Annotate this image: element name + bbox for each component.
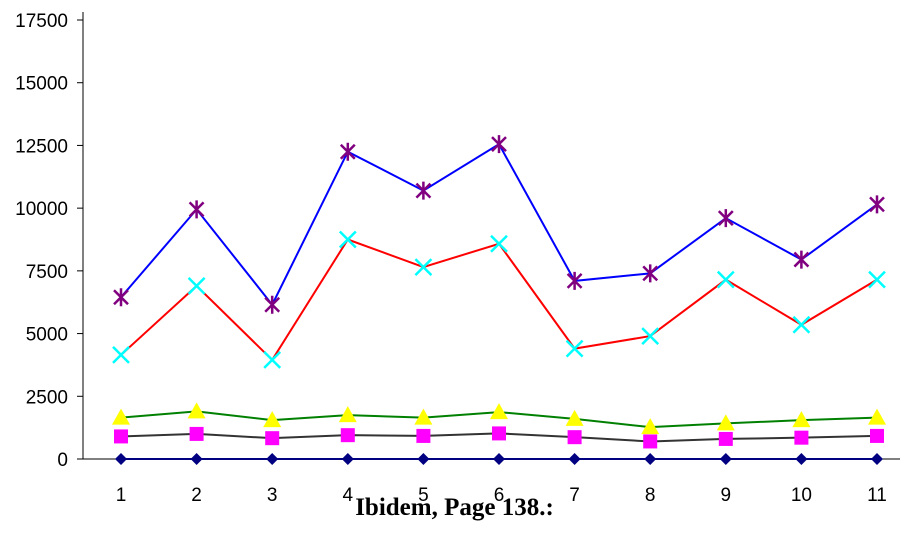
- data-point-x: [490, 234, 508, 253]
- x-tick-label: 3: [267, 485, 278, 506]
- data-point-x: [565, 339, 584, 358]
- data-point-triangle: [565, 409, 584, 426]
- data-point-diamond: [266, 453, 279, 465]
- data-point-square: [794, 430, 809, 445]
- data-point-asterisk: [264, 295, 281, 314]
- data-point-x: [338, 230, 357, 249]
- data-point-x: [641, 327, 660, 345]
- data-point-diamond: [493, 453, 505, 465]
- data-point-x: [716, 270, 735, 289]
- data-point-square: [492, 426, 506, 441]
- data-point-asterisk: [566, 271, 583, 290]
- data-point-square: [340, 428, 355, 443]
- data-point-square: [718, 431, 733, 446]
- data-point-diamond: [190, 453, 203, 465]
- data-point-triangle: [868, 408, 886, 425]
- data-point-diamond: [871, 453, 883, 465]
- data-point-diamond: [795, 453, 808, 465]
- x-tick-label: 9: [721, 485, 732, 506]
- data-point-diamond: [644, 453, 657, 465]
- data-point-square: [416, 428, 431, 443]
- x-tick-label: 11: [867, 485, 887, 506]
- data-point-triangle: [414, 408, 433, 425]
- y-tick-label: 12500: [15, 136, 68, 157]
- y-tick-label: 15000: [15, 74, 68, 95]
- data-point-x: [263, 351, 282, 369]
- data-point-diamond: [341, 453, 354, 465]
- y-tick-label: 2500: [26, 387, 68, 408]
- x-tick-label: 5: [418, 485, 429, 506]
- data-point-square: [189, 426, 204, 441]
- data-point-triangle: [263, 411, 282, 428]
- data-point-asterisk: [491, 135, 507, 154]
- chart-caption: Ibidem, Page 138.:: [355, 494, 554, 521]
- data-point-triangle: [792, 411, 811, 428]
- data-point-asterisk: [415, 181, 432, 200]
- data-point-asterisk: [642, 264, 659, 283]
- y-tick-label: 17500: [15, 11, 68, 32]
- data-point-x: [414, 258, 433, 276]
- x-tick-label: 10: [791, 485, 812, 506]
- data-point-triangle: [641, 418, 660, 435]
- data-point-triangle: [338, 406, 357, 423]
- y-tick-label: 7500: [26, 262, 68, 283]
- data-point-asterisk: [869, 195, 885, 214]
- x-tick-label: 2: [191, 485, 202, 506]
- y-tick-label: 0: [57, 450, 68, 471]
- data-point-diamond: [115, 453, 127, 465]
- data-point-asterisk: [339, 142, 356, 161]
- data-point-square: [265, 431, 280, 446]
- data-point-triangle: [112, 408, 130, 425]
- x-tick-label: 4: [343, 485, 354, 506]
- data-point-triangle: [187, 402, 206, 419]
- data-point-asterisk: [188, 200, 205, 219]
- data-point-square: [870, 428, 884, 443]
- data-point-triangle: [490, 403, 508, 420]
- x-tick-label: 7: [569, 485, 580, 506]
- data-point-x: [868, 270, 886, 289]
- data-point-asterisk: [113, 288, 129, 307]
- data-point-x: [792, 315, 811, 334]
- data-point-triangle: [716, 414, 735, 431]
- data-point-asterisk: [717, 209, 734, 228]
- x-tick-label: 8: [645, 485, 656, 506]
- data-point-x: [112, 346, 130, 364]
- data-point-square: [643, 434, 658, 449]
- data-point-diamond: [417, 453, 430, 465]
- series-line: [120, 142, 878, 307]
- data-point-x: [187, 277, 206, 295]
- data-point-asterisk: [793, 250, 810, 269]
- x-tick-label: 1: [116, 485, 127, 506]
- y-tick-label: 10000: [15, 199, 68, 220]
- x-tick-label: 6: [494, 485, 505, 506]
- data-point-diamond: [719, 453, 732, 465]
- data-point-square: [114, 429, 128, 444]
- data-point-diamond: [568, 453, 581, 465]
- y-tick-label: 5000: [26, 325, 68, 346]
- data-point-square: [567, 430, 582, 445]
